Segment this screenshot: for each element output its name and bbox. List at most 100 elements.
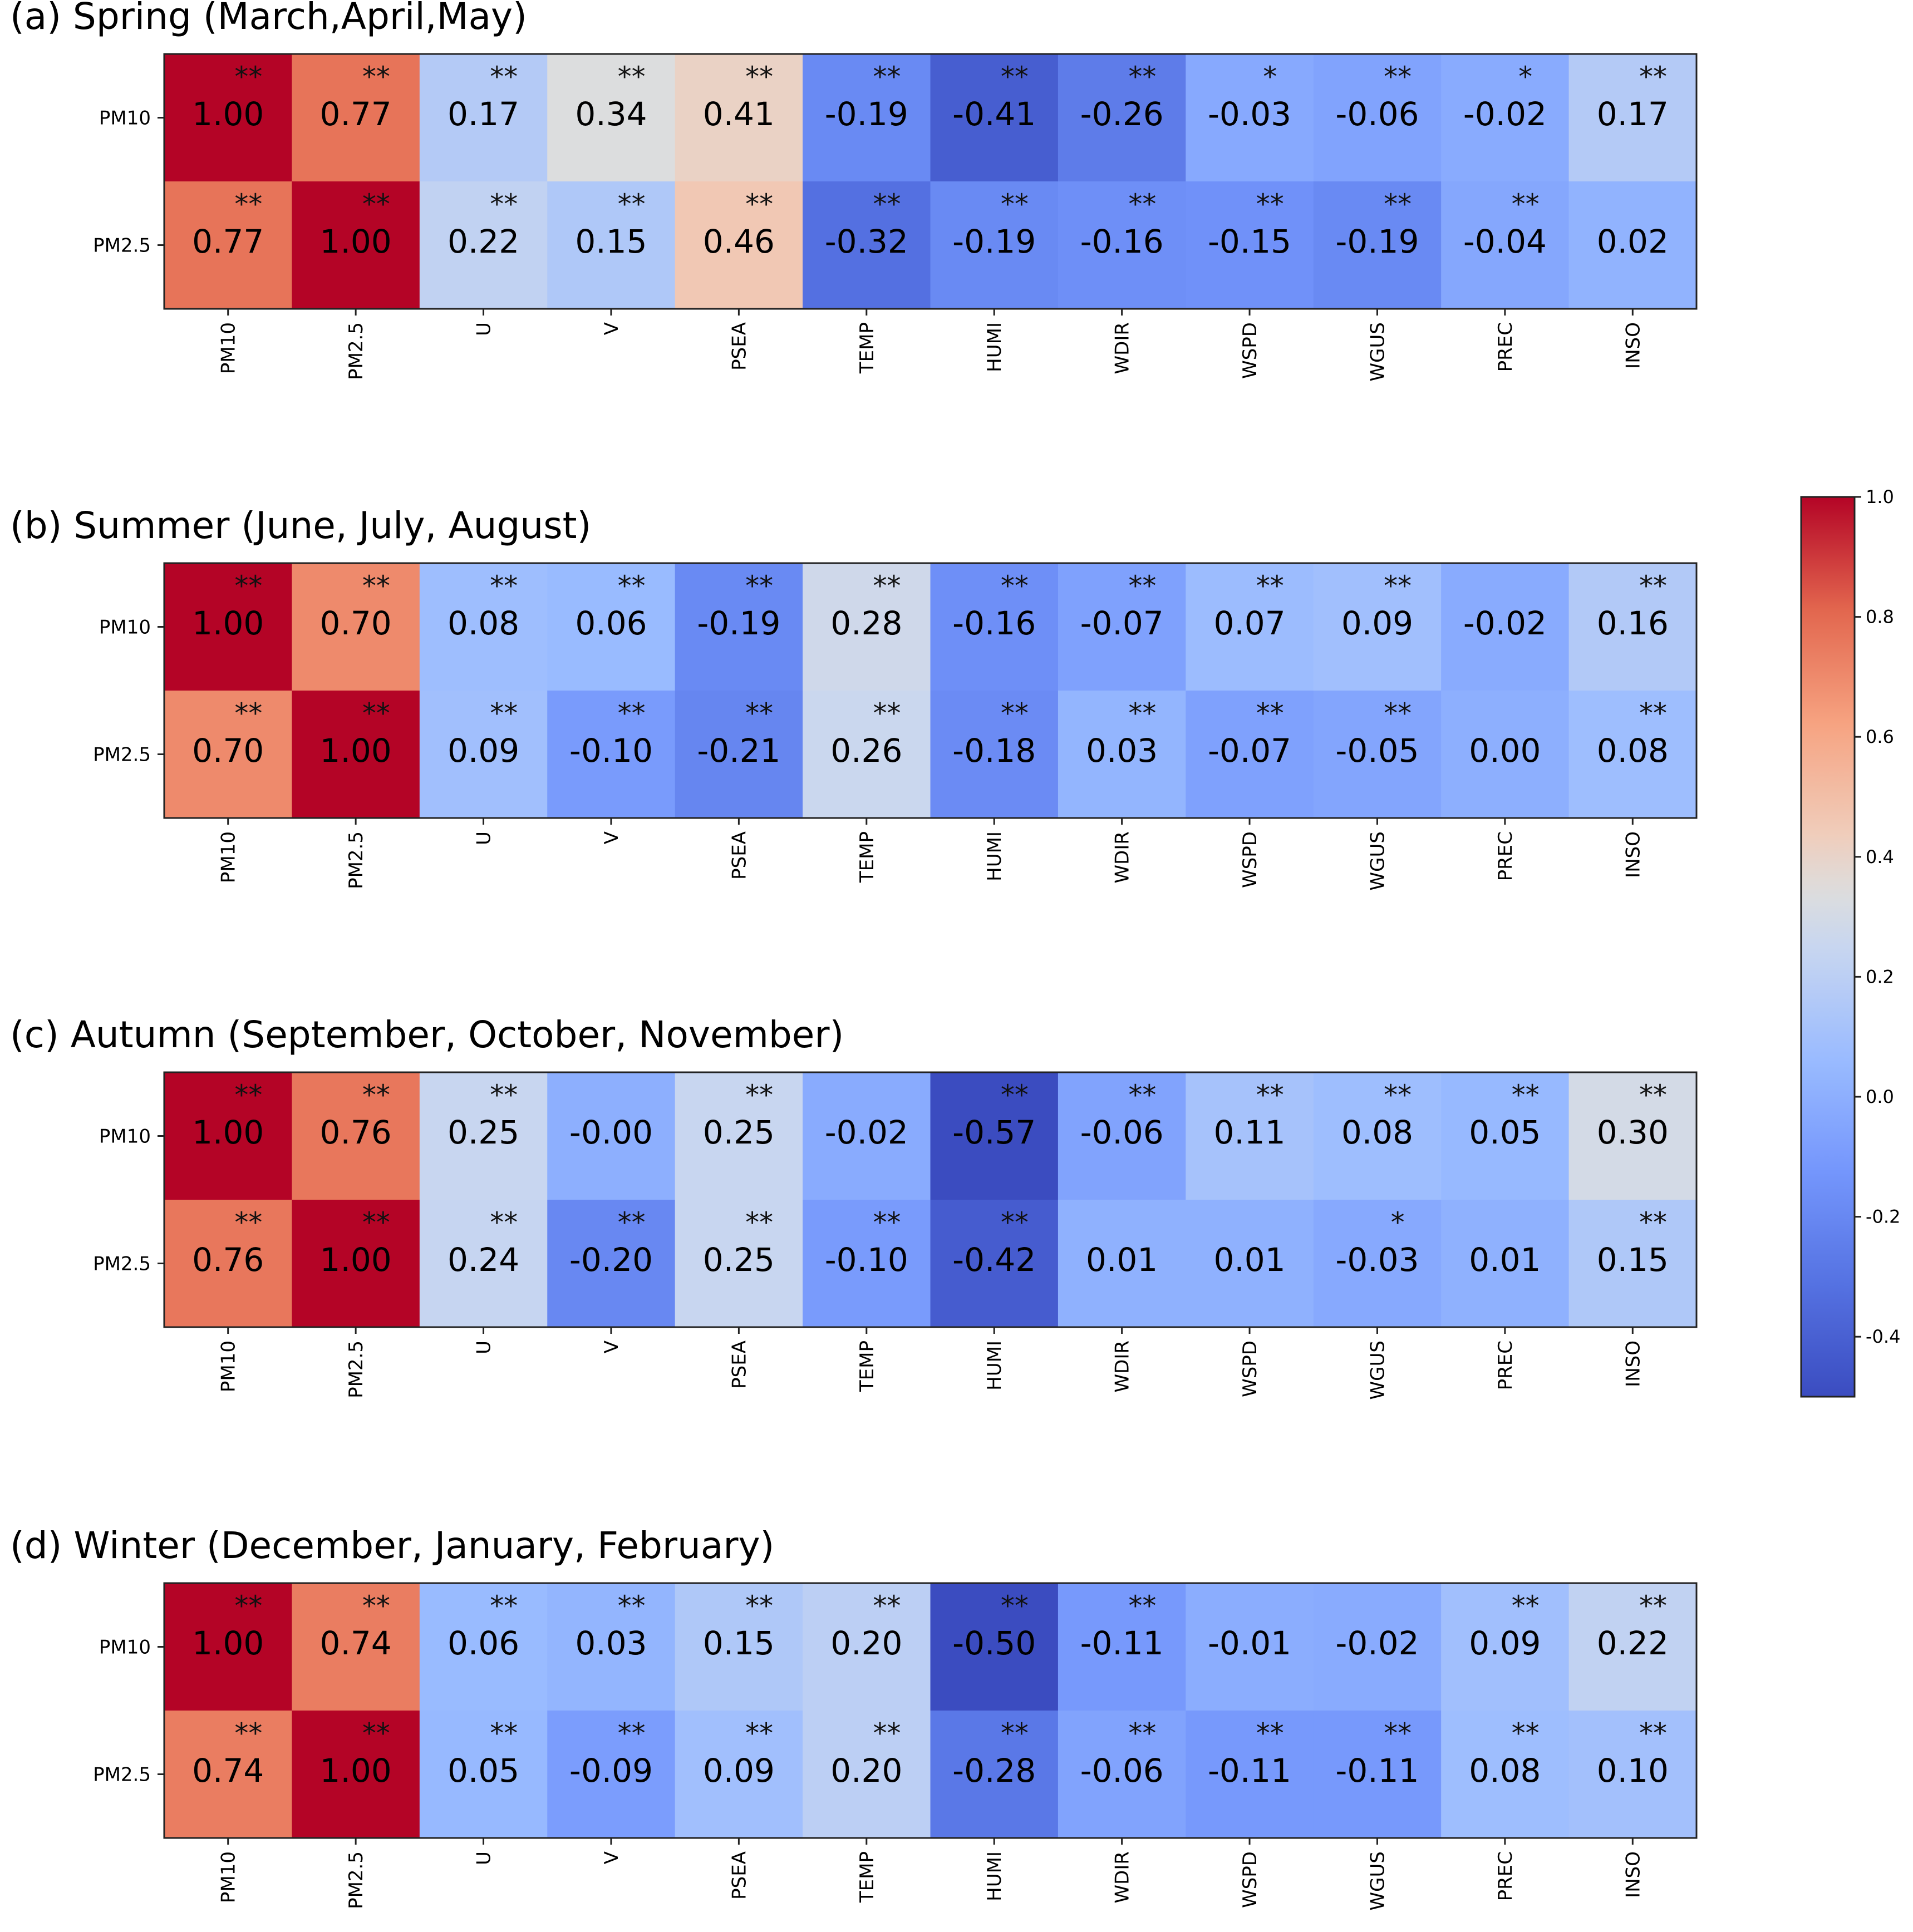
cell-value-label: 0.08: [1469, 1752, 1541, 1790]
heatmap-cell: [803, 563, 931, 691]
cell-value-label: 1.00: [192, 1624, 264, 1662]
significance-mark: **: [362, 1079, 390, 1111]
significance-mark: **: [1639, 570, 1667, 602]
heatmap-cell: [547, 54, 676, 182]
heatmap-cell: [930, 1711, 1059, 1839]
significance-mark: **: [1256, 1079, 1284, 1111]
significance-mark: **: [234, 697, 262, 730]
cell-value-label: 0.08: [447, 604, 519, 642]
cell-value-label: -0.04: [1463, 223, 1547, 260]
cell-value-label: -0.03: [1335, 1241, 1419, 1279]
cell-value-label: 0.00: [1469, 732, 1541, 770]
cell-value-label: 0.09: [447, 732, 519, 770]
cell-value-label: 0.02: [1597, 223, 1669, 260]
significance-mark: **: [234, 1079, 262, 1111]
heatmap-frame: [163, 1582, 1698, 1839]
cell-value-label: -0.00: [569, 1113, 653, 1151]
cell-value-label: -0.06: [1080, 1752, 1164, 1790]
significance-mark: **: [618, 1590, 646, 1622]
significance-mark: **: [873, 188, 901, 220]
cell-value-label: 0.41: [703, 95, 775, 133]
column-label: PREC: [1494, 322, 1517, 372]
row-label: PM2.5: [93, 1253, 151, 1275]
column-label: TEMP: [856, 1851, 878, 1903]
heatmap-cell: [1441, 1711, 1570, 1839]
cell-value-label: -0.16: [952, 604, 1036, 642]
cell-value-label: 0.03: [575, 1624, 647, 1662]
column-label: PREC: [1494, 1340, 1517, 1390]
cell-value-label: 0.05: [1469, 1113, 1541, 1151]
column-label: U: [473, 1851, 495, 1865]
cell-value-label: 0.01: [1086, 1241, 1158, 1279]
heatmap-cell: [164, 1072, 293, 1200]
column-label: HUMI: [983, 1340, 1006, 1391]
column-label: INSO: [1622, 1851, 1644, 1898]
significance-mark: **: [1639, 61, 1667, 93]
colorbar-tick-label: 1.0: [1866, 486, 1894, 507]
column-label: PSEA: [728, 831, 750, 880]
heatmap-cell: [1568, 54, 1697, 182]
heatmap-cell: [930, 691, 1059, 819]
heatmap-cell: [164, 1711, 293, 1839]
colorbar-tick-label: -0.4: [1866, 1326, 1900, 1347]
panel-title: (b) Summer (June, July, August): [10, 504, 591, 547]
heatmap-cell: [1441, 691, 1570, 819]
significance-mark: **: [362, 1206, 390, 1239]
heatmap-cell: [292, 1583, 420, 1711]
significance-mark: **: [362, 188, 390, 220]
significance-mark: *: [1391, 1206, 1405, 1239]
significance-mark: **: [490, 1590, 518, 1622]
column-label: PM2.5: [345, 1340, 367, 1398]
heatmap-panel: (c) Autumn (September, October, November…: [10, 1013, 1698, 1399]
significance-mark: **: [1128, 570, 1156, 602]
cell-value-label: 0.25: [703, 1241, 775, 1279]
heatmap-cell: [675, 1072, 803, 1200]
heatmap-cell: [1313, 1583, 1442, 1711]
column-label: INSO: [1622, 831, 1644, 878]
cell-value-label: 0.24: [447, 1241, 519, 1279]
cell-value-label: -0.10: [825, 1241, 908, 1279]
heatmap-frame: [163, 562, 1698, 819]
heatmap-cell: [675, 691, 803, 819]
significance-mark: **: [1384, 570, 1412, 602]
significance-mark: **: [1128, 61, 1156, 93]
significance-mark: **: [1639, 1717, 1667, 1749]
significance-mark: **: [1128, 697, 1156, 730]
significance-mark: **: [490, 1079, 518, 1111]
column-label: WGUS: [1366, 322, 1389, 381]
cell-value-label: 0.20: [830, 1624, 902, 1662]
significance-mark: **: [490, 570, 518, 602]
cell-value-label: 0.77: [320, 95, 392, 133]
colorbar-tick-label: -0.2: [1866, 1206, 1900, 1228]
significance-mark: **: [873, 570, 901, 602]
column-label: PM2.5: [345, 1851, 367, 1909]
significance-mark: **: [234, 1206, 262, 1239]
cell-value-label: 0.46: [703, 223, 775, 260]
heatmap-panels: (a) Spring (March,April,May)**1.00**0.77…: [10, 0, 1698, 1910]
significance-mark: **: [1128, 1590, 1156, 1622]
heatmap-cell: [1058, 181, 1186, 309]
significance-mark: **: [1256, 1717, 1284, 1749]
cell-value-label: -0.02: [825, 1113, 908, 1151]
heatmap-cell: [1313, 181, 1442, 309]
cell-value-label: 0.26: [830, 732, 902, 770]
significance-mark: **: [1512, 1590, 1540, 1622]
significance-mark: **: [745, 697, 773, 730]
heatmap-cell: [1313, 54, 1442, 182]
cell-value-label: 0.15: [575, 223, 647, 260]
significance-mark: **: [1384, 1079, 1412, 1111]
cell-value-label: -0.07: [1208, 732, 1291, 770]
cell-value-label: -0.03: [1208, 95, 1291, 133]
heatmap-cell: [803, 1711, 931, 1839]
panel-title: (c) Autumn (September, October, November…: [10, 1013, 844, 1056]
colorbar: 1.0 0.8 0.6 0.4 0.2 0.0 -0.2 -0.4: [1800, 486, 1900, 1398]
column-label: PM2.5: [345, 322, 367, 380]
cell-value-label: 0.11: [1213, 1113, 1285, 1151]
cell-value-label: 0.17: [1597, 95, 1669, 133]
colorbar-tick-label: 0.8: [1866, 607, 1894, 628]
cell-value-label: -0.57: [952, 1113, 1036, 1151]
cell-value-label: 0.28: [830, 604, 902, 642]
cell-value-label: -0.41: [952, 95, 1036, 133]
heatmap-cell: [1313, 691, 1442, 819]
cell-value-label: -0.02: [1335, 1624, 1419, 1662]
